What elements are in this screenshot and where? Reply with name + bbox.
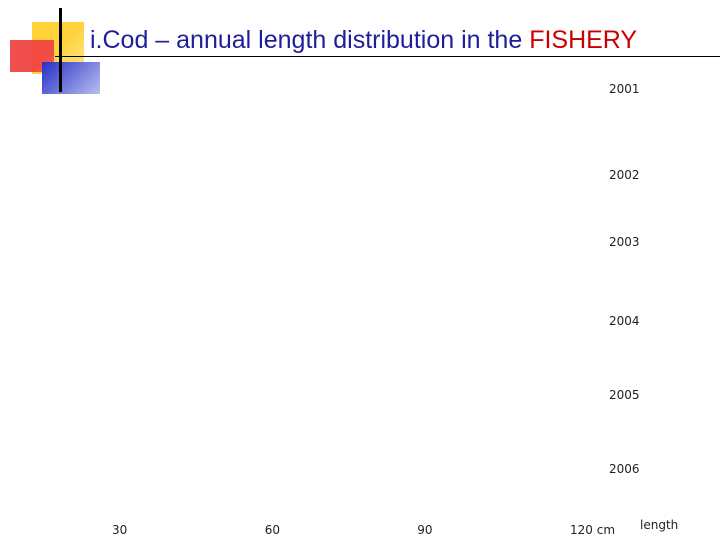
panel-label-2002: 2002	[609, 168, 640, 182]
title-underline	[55, 56, 720, 57]
x-tick-label-120: 120 cm	[570, 523, 615, 537]
x-tick-label-30: 30	[112, 523, 127, 537]
panel-label-2001: 2001	[609, 82, 640, 96]
x-tick-label-60: 60	[265, 523, 280, 537]
decor-vertical-line	[59, 8, 62, 92]
x-tick-label-90: 90	[417, 523, 432, 537]
x-axis-label: length	[640, 518, 678, 532]
slide-title-main: i.Cod – annual length distribution in th…	[90, 26, 530, 54]
slide-title: i.Cod – annual length distribution in th…	[90, 26, 637, 55]
panel-label-2003: 2003	[609, 235, 640, 249]
decor-fade-overlay	[36, 26, 106, 96]
x-axis-tick-labels: 30 60 90 120 cm	[112, 523, 615, 537]
year-panel-labels: 2001 2002 2003 2004 2005 2006	[609, 82, 640, 476]
panel-label-2005: 2005	[609, 388, 640, 402]
panel-label-2006: 2006	[609, 462, 640, 476]
slide-title-accent: FISHERY	[529, 26, 638, 54]
panel-label-2004: 2004	[609, 314, 640, 328]
